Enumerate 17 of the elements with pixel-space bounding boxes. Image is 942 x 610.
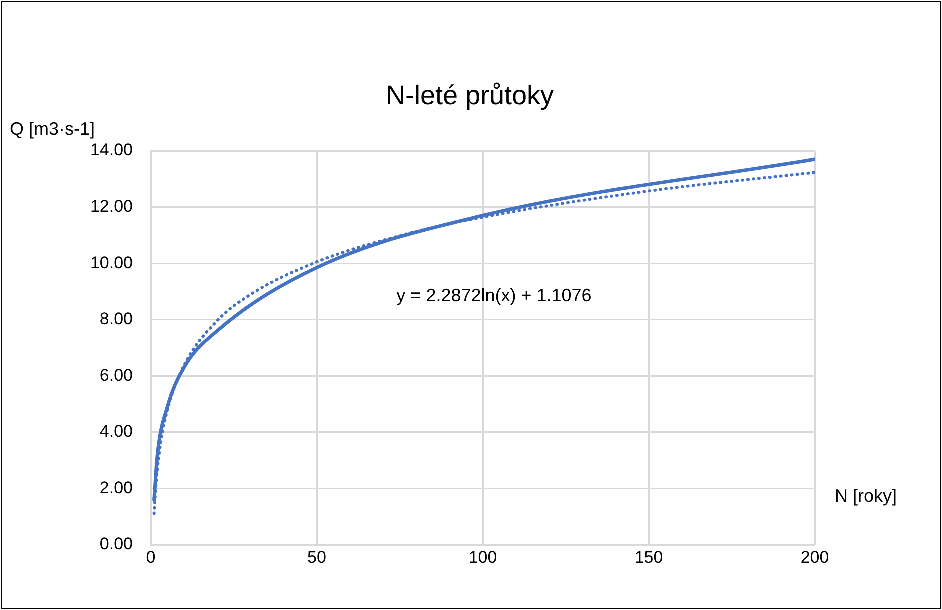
y-tick-label: 12.00 bbox=[90, 196, 133, 216]
x-tick-label: 0 bbox=[146, 548, 156, 567]
x-tick-label: 200 bbox=[800, 548, 830, 567]
y-tick-label: 10.00 bbox=[90, 253, 133, 272]
x-tick-label: 100 bbox=[468, 548, 498, 567]
y-tick-label: 2.00 bbox=[100, 478, 133, 498]
y-tick-label: 6.00 bbox=[100, 366, 133, 385]
y-tick-label: 4.00 bbox=[100, 422, 133, 442]
y-axis-title: Q [m3·s-1] bbox=[10, 118, 96, 139]
chart-title: N-leté průtoky bbox=[386, 80, 555, 110]
annotation: y = 2.2872ln(x) + 1.1076 bbox=[396, 286, 592, 306]
y-tick-label: 8.00 bbox=[100, 310, 133, 329]
x-tick-label: 150 bbox=[634, 548, 664, 567]
y-tick-label: 14.00 bbox=[90, 140, 133, 160]
x-axis-title: N [roky] bbox=[835, 486, 898, 506]
y-tick-label: 0.00 bbox=[100, 534, 133, 554]
x-tick-label: 50 bbox=[308, 548, 326, 567]
